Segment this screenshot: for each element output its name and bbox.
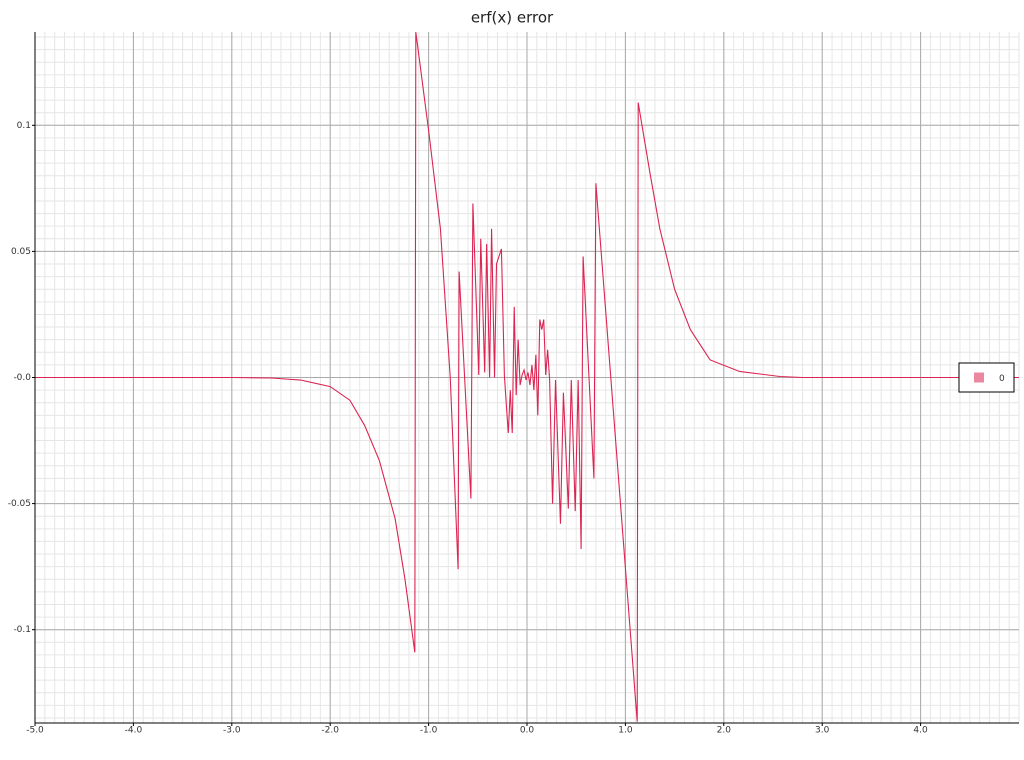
x-tick-label: -3.0	[223, 726, 241, 736]
x-tick-label: -1.0	[420, 726, 438, 736]
x-tick-label: -5.0	[26, 726, 44, 736]
y-tick-label: -0.0	[13, 373, 31, 383]
legend-swatch	[974, 372, 984, 383]
x-tick-label: 0.0	[520, 726, 535, 736]
chart-title: erf(x) error	[471, 9, 554, 27]
legend-label: 0	[999, 374, 1005, 384]
plot-area	[35, 32, 1019, 722]
x-tick-label: -4.0	[125, 726, 143, 736]
y-tick-label: -0.1	[13, 625, 31, 635]
x-tick-label: -2.0	[321, 726, 339, 736]
line-series	[35, 32, 1019, 722]
x-tick-label: 3.0	[815, 726, 830, 736]
legend: 0	[958, 362, 1015, 393]
legend-box	[958, 362, 1015, 393]
x-tick-label: 1.0	[618, 726, 633, 736]
y-tick-label: 0.1	[17, 121, 31, 131]
x-tick-label: 4.0	[913, 726, 928, 736]
x-tick-label: 2.0	[717, 726, 732, 736]
y-tick-label: 0.05	[11, 247, 31, 257]
y-tick-label: -0.05	[8, 499, 31, 509]
